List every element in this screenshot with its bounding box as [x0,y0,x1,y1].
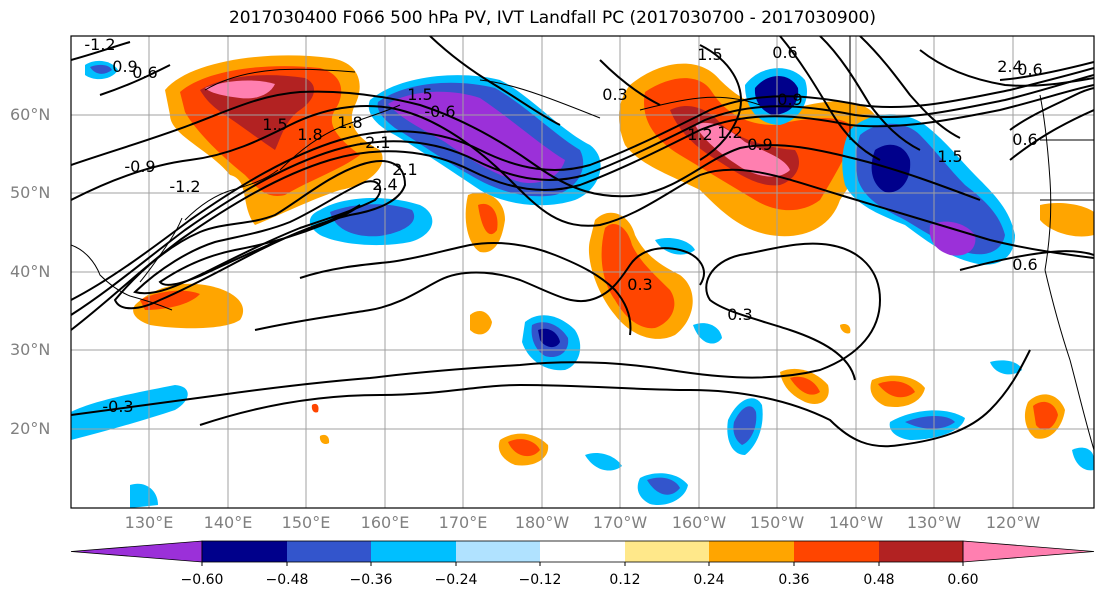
contour-label: 1.5 [407,85,432,104]
contour-label: 2.4 [372,175,397,194]
colorbar-tick-label: −0.60 [180,572,224,588]
contour-label: 0.6 [772,43,797,62]
contour-label: 2.1 [392,160,417,179]
contour-labels: -1.20.90.6-0.9-1.21.51.81.8-2.1-0.61.52.… [84,35,1042,416]
colorbar-tick-label: 0.36 [778,572,810,588]
colorbar-swatch [371,541,456,562]
map-title: 2017030400 F066 500 hPa PV, IVT Landfall… [228,8,876,28]
colorbar-swatch [879,541,963,562]
contour-label: -1.2 [169,177,200,196]
contour-label: 0.6 [1017,60,1042,79]
lon-label: 150°E [281,513,331,532]
lon-label: 160°E [360,513,410,532]
colorbar-tick-label: −0.48 [265,572,309,588]
contour-label: 1.5 [262,115,287,134]
lon-label: 170°W [592,513,648,532]
contour-label: 0.3 [602,85,627,104]
colorbar-swatch [540,541,625,562]
contour-label: -0.6 [424,102,455,121]
colorbar-swatch [709,541,794,562]
contour-label: 0.9 [777,90,802,109]
lon-label: 130°W [906,513,962,532]
graticule [71,36,1094,508]
contour-label: -0.9 [124,157,155,176]
lon-label: 140°E [203,513,253,532]
contour-label: 0.3 [627,275,652,294]
colorbar-tick-label: 0.24 [693,572,725,588]
colorbar-tick-label: −0.36 [349,572,393,588]
contour-label: 1.5 [697,45,722,64]
pv-contours [71,36,1094,448]
lon-label: 130°E [124,513,174,532]
colorbar-swatch [202,541,287,562]
contour-label: 0.6 [1012,255,1037,274]
colorbar-tick-label: 0.60 [947,572,979,588]
colorbar-tick-label: −0.24 [434,572,478,588]
contour-label: 1.8 [297,125,322,144]
contour-label: -1.2 [84,35,115,54]
lat-label: 30°N [10,340,51,359]
colorbar-extend-low [70,540,203,563]
lon-label: 150°W [749,513,805,532]
lon-label: 120°W [985,513,1041,532]
colorbar-frame [201,540,964,563]
lon-label: 160°W [671,513,727,532]
lat-label: 40°N [10,262,51,281]
colorbar-swatch [287,541,371,562]
contour-label: 2.4 [997,57,1022,76]
colorbar-tick-label: 0.12 [609,572,641,588]
contour-label: 1.8 [337,113,362,132]
colorbar-swatch [456,541,540,562]
colorbar-tick-label: −0.12 [518,572,562,588]
contour-label: 1.5 [937,147,962,166]
contour-label: 0.9 [112,57,137,76]
contour-label: -0.3 [102,397,133,416]
colorbar [70,540,1095,566]
contour-label: 1.2 [687,125,712,144]
contour-label: 0.6 [1012,130,1037,149]
colorbar-tick-label: 0.48 [863,572,895,588]
lat-label: 60°N [10,105,51,124]
contour-label: 1.2 [717,123,742,142]
lon-label: 170°E [438,513,488,532]
contour-label: 0.6 [132,63,157,82]
colorbar-swatch [625,541,709,562]
colorbar-swatch [794,541,879,562]
colorbar-extend-high [962,540,1095,563]
contour-label: -2.1 [359,133,390,152]
lon-label: 140°W [828,513,884,532]
plot-frame [70,35,1095,509]
coastlines [71,36,1094,451]
lat-label: 50°N [10,183,51,202]
lon-label: 180°W [514,513,570,532]
lat-label: 20°N [10,419,51,438]
contour-label: 0.9 [747,135,772,154]
contour-label: 0.3 [727,305,752,324]
